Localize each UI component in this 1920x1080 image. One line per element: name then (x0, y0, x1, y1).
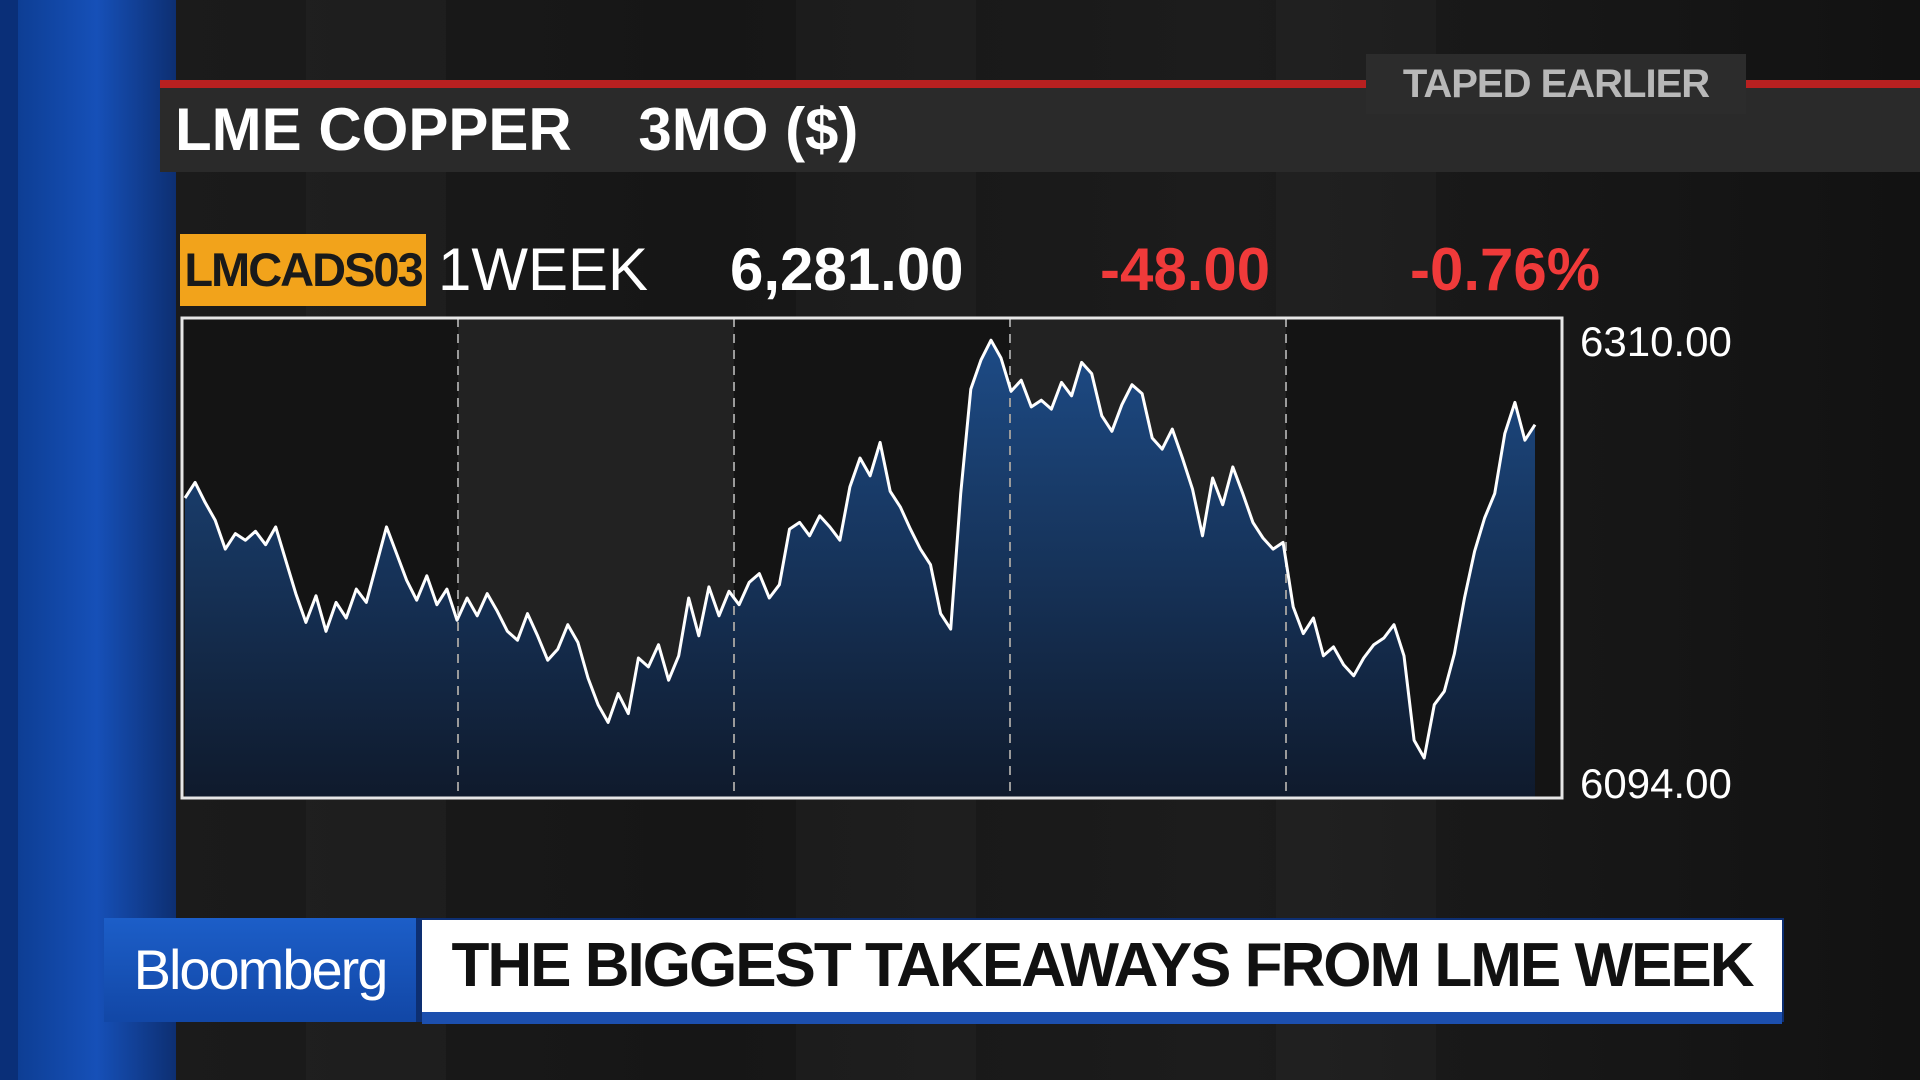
series-area-fill (185, 340, 1535, 798)
y-tick-label-max: 6310.00 (1580, 318, 1732, 365)
y-tick-label-min: 6094.00 (1580, 760, 1732, 807)
net-change: -48.00 (1100, 236, 1271, 303)
headline: THE BIGGEST TAKEAWAYS FROM LME WEEK (422, 920, 1782, 1012)
bloomberg-logo: Bloomberg (104, 918, 416, 1022)
plot-frame (180, 316, 1564, 800)
last-price: 6,281.00 (730, 236, 964, 303)
session-dividers (457, 318, 1287, 798)
header-red-rule (160, 80, 1920, 88)
chart-title: LME COPPER 3MO ($) (175, 96, 859, 163)
background-left-band (0, 0, 176, 1080)
headline-underline (422, 1012, 1782, 1024)
percent-change: -0.76% (1410, 236, 1601, 303)
period-label: 1WEEK (438, 236, 649, 303)
series-line (183, 338, 1537, 760)
ticker-badge: LMCADS03 (180, 234, 426, 306)
taped-earlier-badge: TAPED EARLIER (1366, 54, 1746, 114)
